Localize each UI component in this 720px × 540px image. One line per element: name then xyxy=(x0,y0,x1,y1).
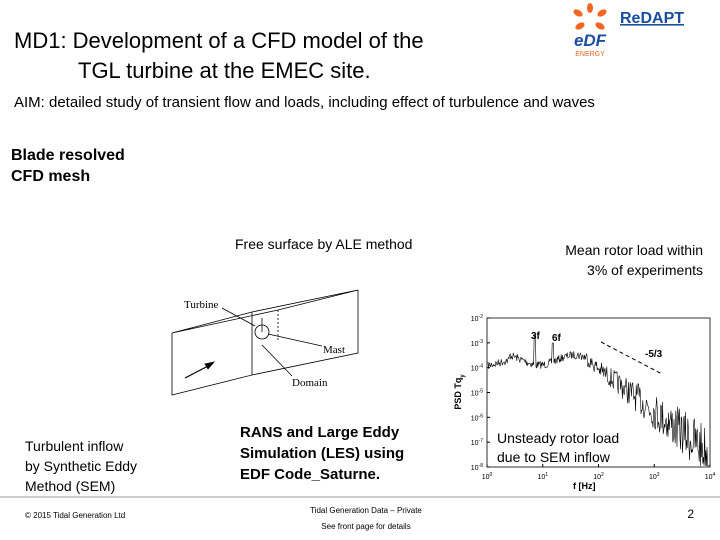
rotor-load: 3% of experiments xyxy=(587,262,703,278)
tick-label: 103 xyxy=(649,472,660,481)
tick-base: 10 xyxy=(482,474,490,481)
tick-base: 10 xyxy=(471,366,479,373)
y-label: PSD Tq xyxy=(453,378,463,410)
free-surface: Free surface by ALE method xyxy=(235,236,412,252)
y-axis-label: PSD Tqy xyxy=(453,374,466,410)
slope-line xyxy=(600,341,663,375)
tick-base: 10 xyxy=(649,474,657,481)
tick-base: 10 xyxy=(471,465,479,472)
tick-base: 10 xyxy=(537,474,545,481)
spectrum-trace xyxy=(487,334,710,467)
tick-base: 10 xyxy=(471,391,479,398)
domain-diagram xyxy=(171,289,359,396)
peak-label: 3f xyxy=(531,331,541,342)
copyright: © 2015 Tidal Generation Ltd xyxy=(25,511,125,520)
tick-exp: -8 xyxy=(479,463,484,469)
slope-label: -5/3 xyxy=(645,349,663,360)
solver-note: EDF Code_Saturne. xyxy=(240,466,380,483)
turbine-label: Turbine xyxy=(184,299,219,311)
caption: Unsteady rotor load xyxy=(497,430,619,446)
tick-label: 102 xyxy=(593,472,604,481)
tick-label: 10-3 xyxy=(471,339,483,348)
tick-base: 10 xyxy=(471,341,479,348)
page-number: 2 xyxy=(687,507,694,521)
notice: See front page for details xyxy=(321,522,410,531)
rotor-load: Mean rotor load within xyxy=(565,242,703,258)
mast-label: Mast xyxy=(323,344,345,356)
tick-exp: 4 xyxy=(713,472,716,478)
caption: due to SEM inflow xyxy=(497,449,611,465)
title-line: TGL turbine at the EMEC site. xyxy=(78,58,371,83)
mesh-note: Blade resolved xyxy=(11,147,125,164)
inflow-note: Method (SEM) xyxy=(25,478,115,494)
tick-label: 10-2 xyxy=(471,314,483,323)
inflow-note: Turbulent inflow xyxy=(25,438,124,454)
tick-exp: -5 xyxy=(479,389,484,395)
mesh-note: CFD mesh xyxy=(11,168,90,185)
logo-project: ReDAPT xyxy=(620,10,684,27)
tick-base: 10 xyxy=(593,474,601,481)
tick-base: 10 xyxy=(471,415,479,422)
aim: AIM: detailed study of transient flow an… xyxy=(14,94,595,111)
tick-base: 10 xyxy=(705,474,713,481)
tick-exp: -4 xyxy=(479,364,484,370)
tick-base: 10 xyxy=(471,440,479,447)
solver-note: Simulation (LES) using xyxy=(240,445,404,462)
tick-label: 10-5 xyxy=(471,389,483,398)
tick-label: 101 xyxy=(537,472,548,481)
logo-brand: eDF xyxy=(574,31,607,50)
tick-label: 10-6 xyxy=(471,413,483,422)
y-label-sub: y xyxy=(460,374,466,378)
notice: Tidal Generation Data – Private xyxy=(310,506,422,515)
tick-label: 104 xyxy=(705,472,716,481)
tick-exp: 3 xyxy=(657,472,660,478)
tick-exp: -2 xyxy=(479,314,484,320)
solver-note: RANS and Large Eddy xyxy=(240,424,400,441)
tick-exp: -3 xyxy=(479,339,484,345)
logo-brand-sub: ENERGY xyxy=(575,51,605,58)
title-line: MD1: Development of a CFD model of the xyxy=(14,28,424,53)
tick-label: 10-8 xyxy=(471,463,483,472)
tick-label: 10-4 xyxy=(471,364,483,373)
inflow-note: by Synthetic Eddy xyxy=(25,458,137,474)
tick-exp: -7 xyxy=(479,438,484,444)
tick-exp: 2 xyxy=(601,472,604,478)
x-axis-label: f [Hz] xyxy=(573,481,596,491)
logo: eDF ENERGY ReDAPT xyxy=(573,3,684,58)
tick-exp: -6 xyxy=(479,413,484,419)
spectrum-figure: 3f 6f -5/3 PSD Tqy f [Hz] Unsteady rotor… xyxy=(453,314,716,491)
tick-exp: 0 xyxy=(490,472,493,478)
peak-label: 6f xyxy=(552,333,562,344)
tick-exp: 1 xyxy=(545,472,548,478)
tick-base: 10 xyxy=(471,316,479,323)
tick-label: 100 xyxy=(482,472,493,481)
tick-label: 10-7 xyxy=(471,438,483,447)
domain-label: Domain xyxy=(292,377,328,389)
